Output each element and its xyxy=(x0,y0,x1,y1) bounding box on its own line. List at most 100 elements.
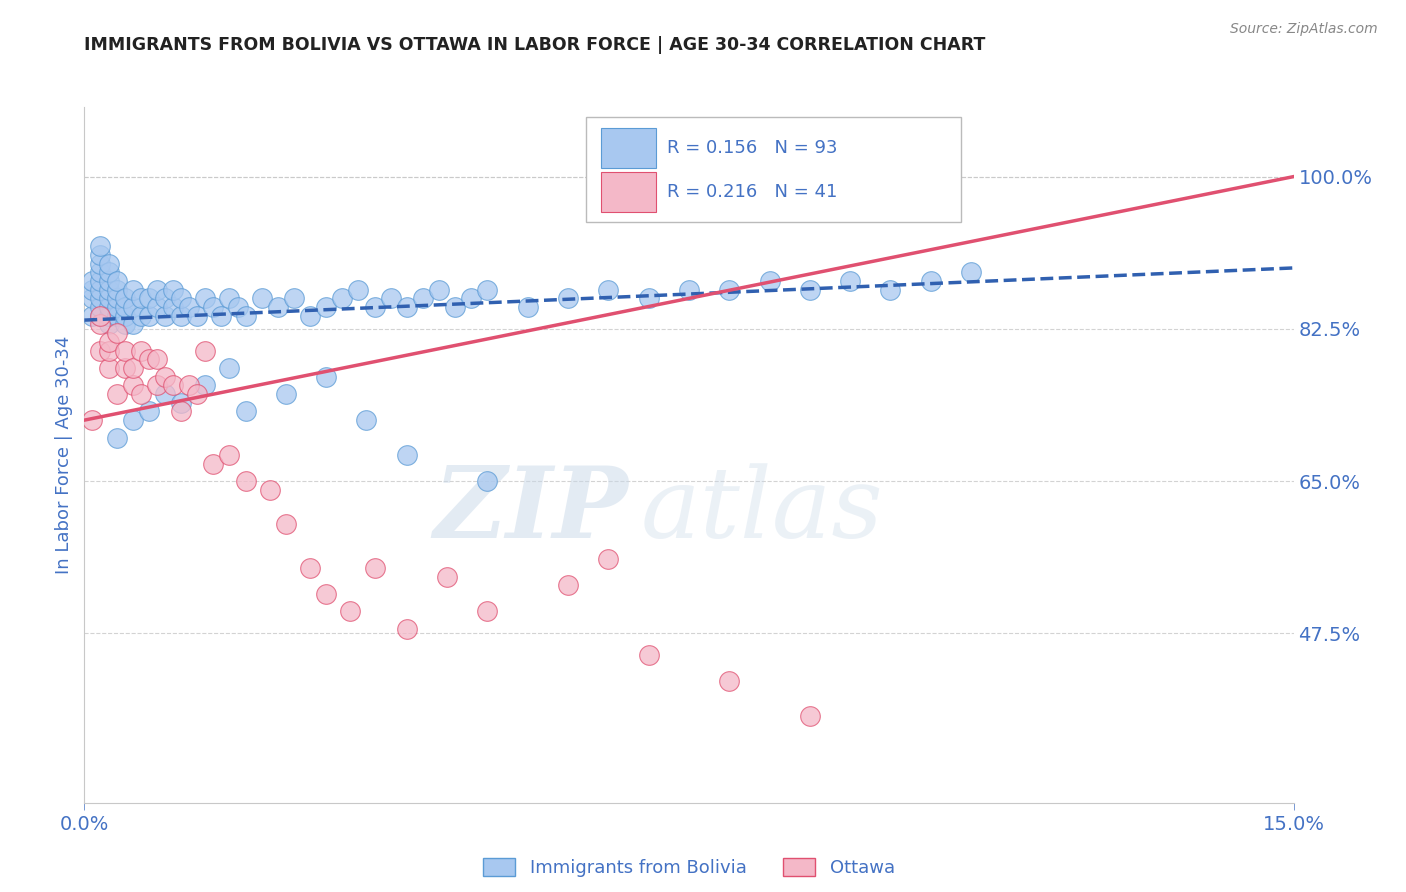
Point xyxy=(89,283,111,297)
Y-axis label: In Labor Force | Age 30-34: In Labor Force | Age 30-34 xyxy=(55,335,73,574)
Point xyxy=(920,274,942,288)
Point xyxy=(153,369,176,384)
Point xyxy=(170,404,193,418)
Point xyxy=(89,248,111,262)
Point xyxy=(427,283,450,297)
Point xyxy=(477,474,499,488)
Point xyxy=(356,413,378,427)
Point xyxy=(235,474,257,488)
Point xyxy=(460,291,482,305)
Point xyxy=(105,326,128,341)
Point xyxy=(129,387,152,401)
Point xyxy=(598,283,620,297)
Point xyxy=(89,318,111,332)
Point xyxy=(146,378,169,392)
Point xyxy=(315,587,337,601)
Point xyxy=(105,274,128,288)
Point xyxy=(235,404,257,418)
Point xyxy=(879,283,901,297)
Point xyxy=(347,283,370,297)
Point xyxy=(218,360,240,375)
Point xyxy=(153,291,176,305)
Point xyxy=(97,334,120,349)
Point xyxy=(267,300,290,314)
Text: ZIP: ZIP xyxy=(433,462,628,558)
Point xyxy=(170,396,193,410)
Point xyxy=(82,291,104,305)
Point xyxy=(121,300,143,314)
Point xyxy=(105,283,128,297)
Point xyxy=(235,309,257,323)
Point xyxy=(226,300,249,314)
Point xyxy=(274,517,297,532)
Point xyxy=(799,283,821,297)
Point xyxy=(153,309,176,323)
Point xyxy=(186,387,208,401)
Point xyxy=(89,309,111,323)
Point xyxy=(162,378,184,392)
Point xyxy=(89,309,111,323)
Point xyxy=(557,291,579,305)
Text: atlas: atlas xyxy=(641,463,883,558)
Point xyxy=(97,360,120,375)
Point xyxy=(105,300,128,314)
Point xyxy=(194,291,217,305)
Text: Source: ZipAtlas.com: Source: ZipAtlas.com xyxy=(1230,22,1378,37)
Point xyxy=(97,291,120,305)
Point xyxy=(315,369,337,384)
Point xyxy=(82,274,104,288)
Point xyxy=(114,360,136,375)
Point xyxy=(89,291,111,305)
Point xyxy=(89,300,111,314)
Point xyxy=(299,309,322,323)
Point xyxy=(218,448,240,462)
Point xyxy=(477,283,499,297)
Point xyxy=(82,413,104,427)
Point xyxy=(170,309,193,323)
Point xyxy=(315,300,337,314)
Point xyxy=(105,309,128,323)
Point xyxy=(186,309,208,323)
Point xyxy=(179,378,201,392)
Point xyxy=(758,274,780,288)
Point xyxy=(97,318,120,332)
Point xyxy=(89,257,111,271)
Point xyxy=(121,360,143,375)
Point xyxy=(146,352,169,367)
Point xyxy=(637,648,659,662)
Point xyxy=(153,387,176,401)
Point xyxy=(114,318,136,332)
Point xyxy=(89,265,111,279)
Point xyxy=(97,300,120,314)
Point xyxy=(114,291,136,305)
Point xyxy=(179,300,201,314)
Point xyxy=(82,283,104,297)
Point xyxy=(138,404,160,418)
Point xyxy=(114,300,136,314)
Point xyxy=(259,483,281,497)
Point xyxy=(121,378,143,392)
Point xyxy=(97,257,120,271)
Point xyxy=(839,274,862,288)
FancyBboxPatch shape xyxy=(600,172,657,212)
Point xyxy=(89,343,111,358)
Point xyxy=(718,283,741,297)
Point xyxy=(105,431,128,445)
Text: R = 0.216   N = 41: R = 0.216 N = 41 xyxy=(668,183,838,201)
Point xyxy=(718,674,741,689)
Point xyxy=(444,300,467,314)
Point xyxy=(395,622,418,636)
Point xyxy=(89,274,111,288)
Point xyxy=(138,352,160,367)
Point xyxy=(194,343,217,358)
Point xyxy=(82,309,104,323)
Point xyxy=(97,309,120,323)
Point xyxy=(395,300,418,314)
Point xyxy=(557,578,579,592)
Point xyxy=(363,561,385,575)
Point xyxy=(218,291,240,305)
Point xyxy=(380,291,402,305)
Point xyxy=(330,291,353,305)
Point xyxy=(97,274,120,288)
Point xyxy=(114,343,136,358)
